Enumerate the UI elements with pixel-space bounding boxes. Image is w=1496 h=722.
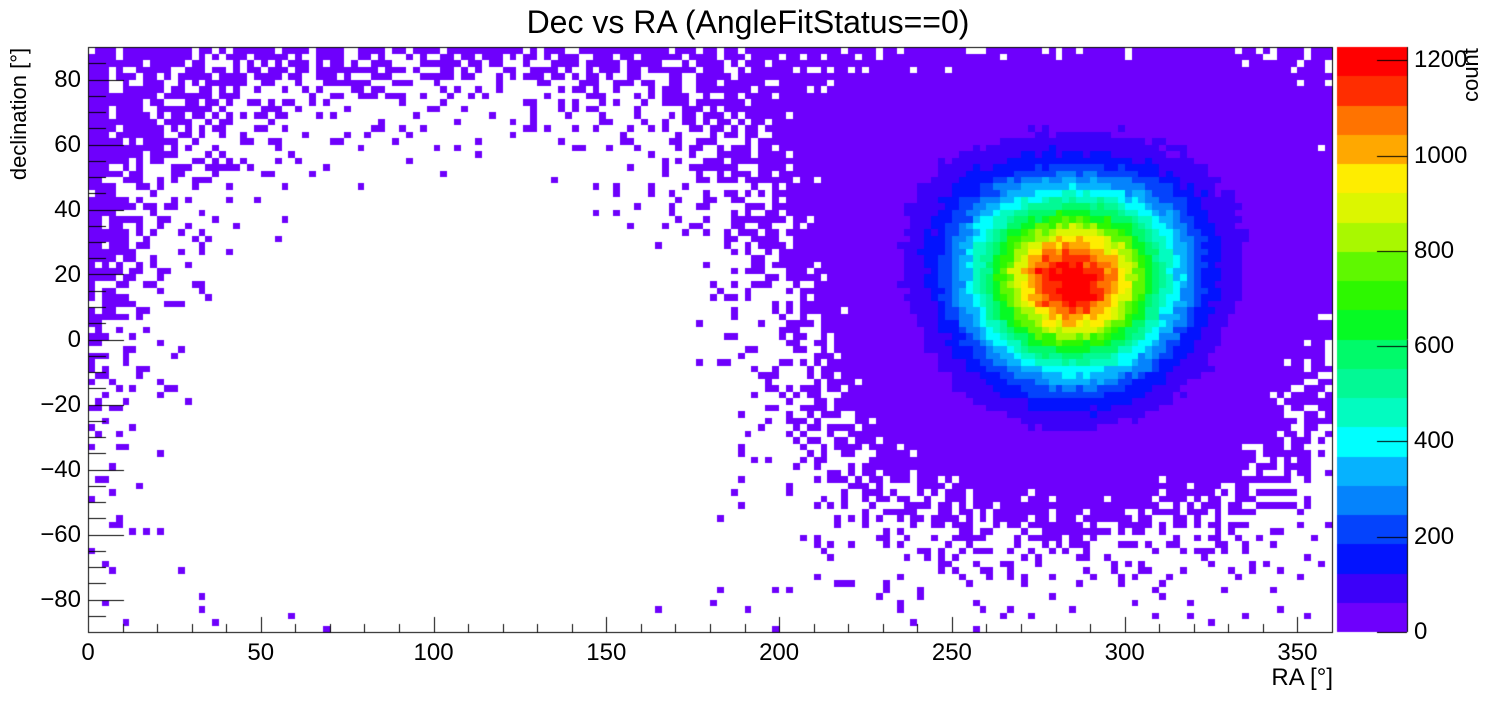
z-tick-label: 800 (1414, 236, 1455, 264)
x-tick-label: 350 (1277, 639, 1318, 666)
z-tick-label: 400 (1414, 427, 1455, 455)
x-tick-label: 200 (759, 639, 800, 666)
z-tick-label: 0 (1414, 618, 1428, 645)
z-tick-label: 200 (1414, 522, 1455, 550)
z-axis-title: count (1458, 48, 1483, 102)
x-tick-label: 100 (413, 639, 454, 666)
y-tick-label: −20 (40, 390, 81, 418)
z-tick-label: 1200 (1414, 46, 1468, 74)
x-axis-title: RA [°] (1271, 664, 1333, 691)
y-tick-label: −60 (40, 520, 81, 548)
x-tick-label: 250 (931, 639, 972, 666)
y-tick-label: 0 (67, 325, 81, 353)
z-tick-label: 600 (1414, 332, 1455, 360)
y-axis-title: declination [°] (6, 47, 31, 181)
y-tick-label: 40 (54, 195, 81, 223)
y-tick-label: 60 (54, 130, 81, 158)
x-tick-label: 0 (81, 639, 95, 666)
plot-title: Dec vs RA (AngleFitStatus==0) (526, 4, 970, 40)
y-tick-label: −80 (40, 585, 81, 613)
z-tick-label: 1000 (1414, 141, 1468, 169)
y-tick-label: −40 (40, 455, 81, 483)
x-tick-label: 300 (1104, 639, 1145, 666)
y-tick-label: 20 (54, 260, 81, 288)
y-tick-label: 80 (54, 65, 81, 93)
x-tick-label: 50 (247, 639, 275, 666)
x-tick-label: 150 (586, 639, 627, 666)
